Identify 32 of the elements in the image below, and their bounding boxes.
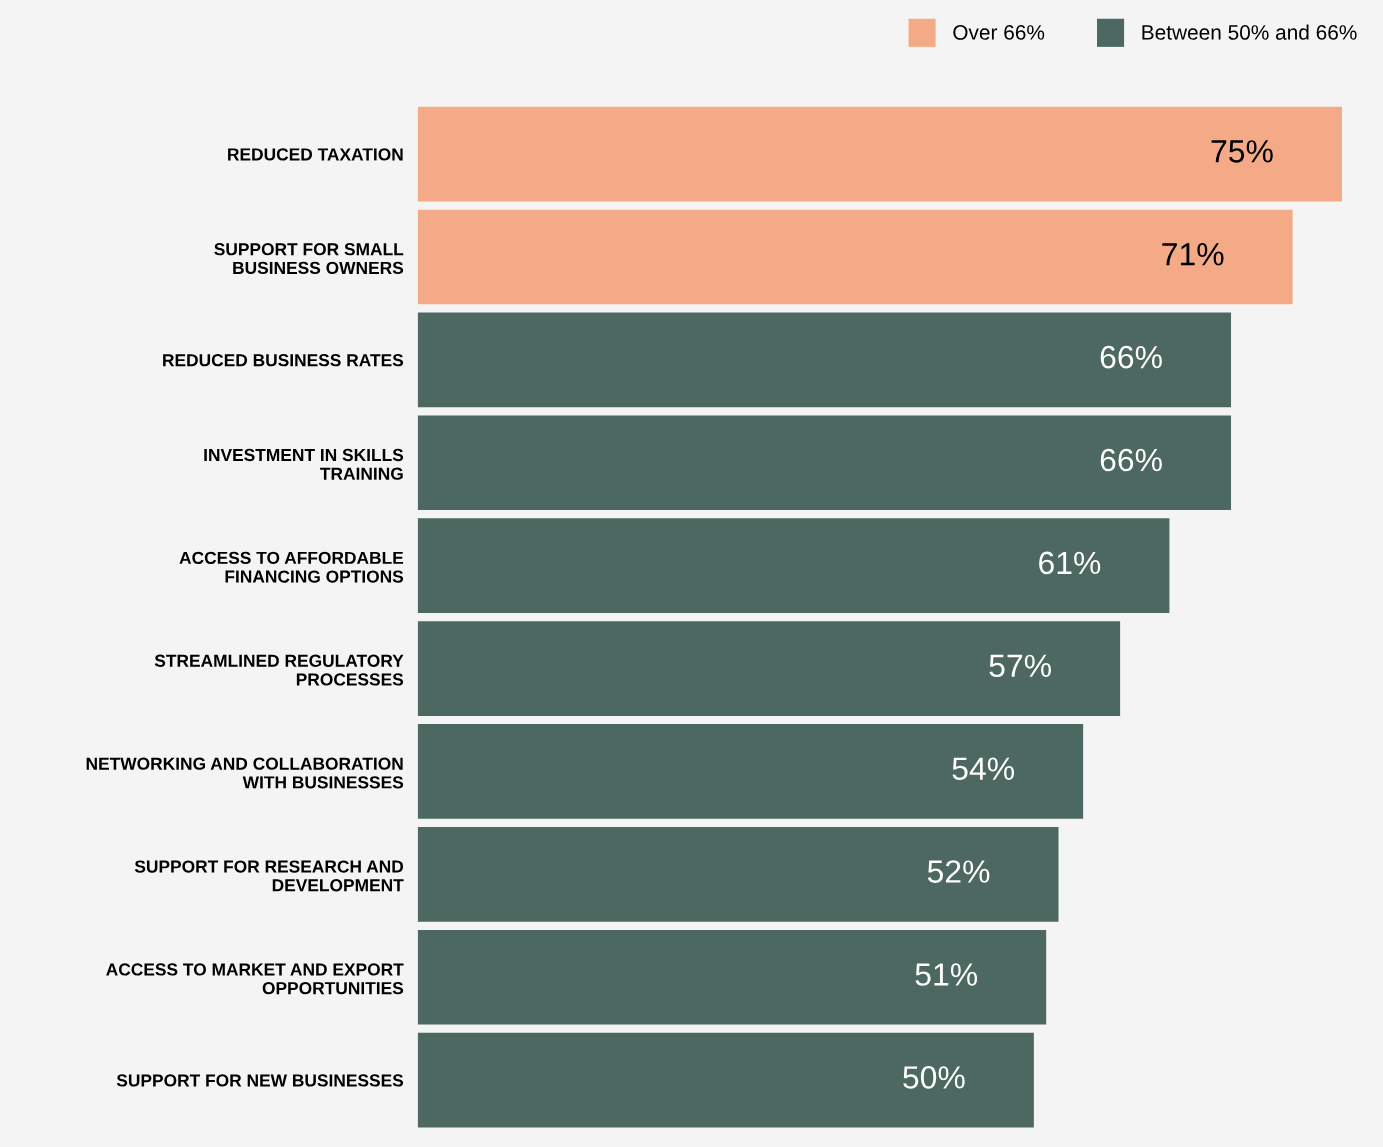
data-label: 57%	[989, 654, 1051, 678]
bar	[417, 106, 1342, 202]
bar	[417, 312, 1232, 408]
y-tick-label: NETWORKING AND COLLABORATION WITH BUSINESSES	[86, 757, 404, 789]
bar	[417, 518, 1170, 613]
data-label: 51%	[915, 963, 978, 986]
data-label: 66%	[1100, 448, 1162, 472]
y-tick-label: ACCESS TO MARKET AND EXPORT OPPORTUNITIES	[106, 963, 404, 995]
bar	[417, 1032, 1034, 1128]
y-tick-label: STREAMLINED REGULATORY PROCESSES	[154, 654, 404, 686]
legend-label: Over 66%	[953, 25, 1045, 40]
legend-label: Between 50% and 66%	[1142, 24, 1357, 40]
y-tick-label: REDUCED BUSINESS RATES	[163, 354, 404, 367]
data-label: 75%	[1211, 140, 1273, 163]
bar	[417, 209, 1293, 305]
y-tick-label: SUPPORT FOR NEW BUSINESSES	[116, 1074, 404, 1087]
bar	[417, 929, 1047, 1025]
data-label: 61%	[1039, 551, 1101, 575]
y-tick-label: SUPPORT FOR RESEARCH AND DEVELOPMENT	[134, 860, 404, 892]
y-tick-label: SUPPORT FOR SMALL BUSINESS OWNERS	[214, 243, 404, 275]
y-tick-label: INVESTMENT IN SKILLS TRAINING	[204, 448, 404, 480]
data-label: 71%	[1162, 243, 1224, 266]
data-label: 54%	[952, 757, 1014, 781]
bar	[417, 621, 1121, 716]
data-label: 66%	[1100, 345, 1162, 369]
y-tick-label: REDUCED TAXATION	[228, 148, 403, 161]
bar	[417, 415, 1232, 511]
bar	[417, 724, 1084, 819]
y-tick-label: ACCESS TO AFFORDABLE FINANCING OPTIONS	[179, 551, 404, 583]
bar	[417, 827, 1059, 922]
data-label: 50%	[903, 1066, 965, 1089]
data-label: 52%	[927, 860, 990, 883]
